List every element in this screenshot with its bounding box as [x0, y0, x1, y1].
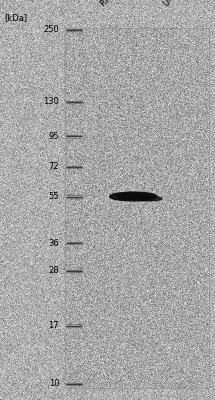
Ellipse shape [123, 194, 144, 198]
Text: U-251 MG: U-251 MG [162, 0, 199, 8]
Ellipse shape [127, 196, 139, 198]
Bar [64, 28, 209, 388]
Text: 250: 250 [43, 26, 59, 34]
Text: 28: 28 [49, 266, 59, 275]
Text: 36: 36 [48, 239, 59, 248]
Text: RT-4: RT-4 [98, 0, 117, 8]
Text: 95: 95 [49, 132, 59, 141]
Ellipse shape [135, 196, 161, 201]
Ellipse shape [147, 197, 162, 201]
Text: 17: 17 [49, 321, 59, 330]
Text: 130: 130 [43, 98, 59, 106]
Text: 72: 72 [49, 162, 59, 171]
Text: [kDa]: [kDa] [4, 13, 28, 22]
Ellipse shape [117, 194, 150, 200]
Text: 10: 10 [49, 380, 59, 388]
Text: 55: 55 [49, 192, 59, 201]
Ellipse shape [110, 192, 157, 201]
